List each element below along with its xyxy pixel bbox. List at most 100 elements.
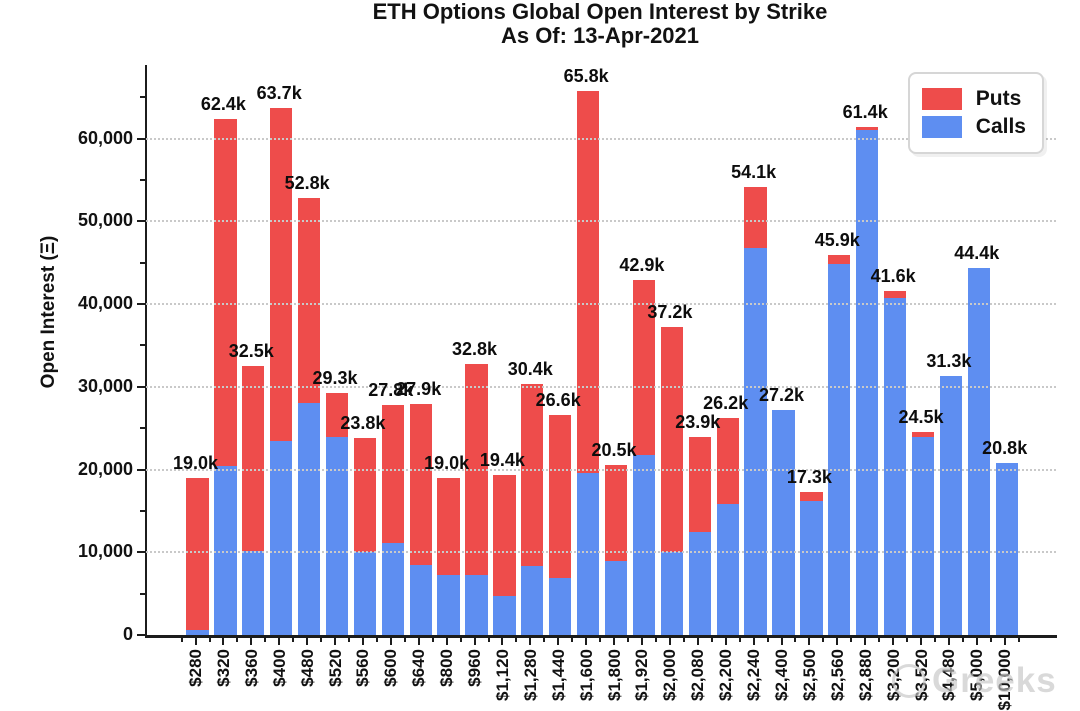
bar-puts-segment — [856, 127, 879, 131]
y-tick — [137, 385, 145, 388]
x-tick-label: $2,200 — [716, 649, 736, 701]
y-tick — [137, 303, 145, 306]
bar-puts-segment — [353, 438, 377, 553]
x-tick — [808, 638, 811, 645]
x-tick-minor — [1017, 638, 1020, 642]
x-tick — [668, 638, 671, 645]
x-tick — [975, 638, 978, 645]
y-tick — [137, 634, 145, 636]
gridline — [146, 220, 1056, 223]
bar-calls-segment — [688, 531, 711, 635]
bar-total-label: 32.5k — [228, 341, 274, 362]
bar-total-label: 19.4k — [479, 449, 525, 470]
x-tick-label: $2,080 — [688, 649, 708, 701]
bar-puts-segment — [660, 327, 684, 553]
x-tick-minor — [459, 638, 462, 642]
chart-subtitle: As Of: 13-Apr-2021 — [500, 23, 700, 48]
x-tick — [222, 638, 225, 645]
bar-calls-segment — [214, 466, 237, 635]
y-tick — [137, 468, 145, 471]
x-tick — [501, 638, 504, 645]
x-tick-minor — [627, 638, 629, 642]
bar-calls-segment — [604, 561, 628, 635]
bar-total-label: 24.5k — [898, 407, 944, 428]
bar-total-label: 26.2k — [703, 393, 749, 414]
x-tick-label: $2,240 — [744, 649, 764, 701]
greeks-watermark: Greeks — [892, 663, 1057, 698]
bar-total-label: 26.6k — [535, 389, 581, 410]
x-tick — [613, 638, 615, 645]
watermark-logo-icon — [892, 663, 926, 698]
x-tick-minor — [738, 638, 741, 642]
bar-total-label: 27.9k — [396, 379, 442, 400]
legend: Puts Calls — [907, 72, 1044, 154]
gridline — [146, 137, 1056, 140]
x-tick-minor — [236, 638, 239, 642]
bar-total-label: 37.2k — [647, 302, 693, 323]
x-tick-label: $1,600 — [576, 649, 596, 701]
x-tick-minor — [571, 638, 574, 642]
x-tick — [724, 638, 727, 645]
bar-total-label: 41.6k — [870, 265, 916, 286]
x-tick — [389, 638, 392, 645]
x-tick — [836, 638, 839, 645]
x-tick — [278, 638, 281, 645]
bar-puts-segment — [716, 418, 739, 504]
y-tick-minor — [140, 344, 145, 347]
bar-puts-segment — [828, 255, 851, 264]
plot-area — [145, 65, 1057, 638]
x-tick-minor — [933, 638, 936, 642]
y-tick-label: 10,000 — [77, 541, 133, 562]
bar-puts-segment — [576, 90, 600, 473]
x-tick-label: $280 — [186, 649, 205, 687]
bar-calls-segment — [437, 574, 460, 635]
x-tick — [640, 638, 643, 645]
x-tick-minor — [710, 638, 713, 642]
gridline — [146, 468, 1056, 471]
x-tick-minor — [766, 638, 769, 642]
x-tick — [585, 638, 588, 645]
x-tick-minor — [375, 638, 378, 642]
x-tick-minor — [431, 638, 434, 642]
x-tick-minor — [682, 638, 685, 642]
x-tick-label: $360 — [241, 649, 261, 687]
x-tick-minor — [515, 638, 518, 642]
x-tick-minor — [180, 638, 183, 642]
x-tick — [892, 638, 895, 645]
x-tick — [696, 638, 699, 645]
x-tick-label: $1,800 — [604, 649, 624, 701]
bar-total-label: 42.9k — [619, 255, 665, 276]
bar-calls-segment — [521, 566, 544, 635]
bar-calls-segment — [828, 263, 851, 635]
y-tick-label: 0 — [122, 624, 133, 644]
x-tick-minor — [292, 638, 295, 642]
x-tick-label: $1,280 — [520, 649, 540, 701]
bar-calls-segment — [632, 454, 656, 635]
legend-row-puts: Puts — [921, 87, 1026, 111]
x-tick-minor — [822, 638, 825, 642]
gridline — [146, 551, 1056, 554]
bar-calls-segment — [549, 577, 572, 635]
bar-total-label: 27.8k — [368, 380, 414, 400]
bar-puts-segment — [270, 108, 293, 442]
x-tick-minor — [850, 638, 853, 642]
bar-calls-segment — [939, 376, 963, 635]
x-tick — [920, 638, 922, 645]
bar-puts-segment — [688, 437, 711, 532]
x-tick — [1003, 638, 1006, 645]
x-tick-label: $1,120 — [492, 649, 512, 701]
bar-calls-segment — [883, 298, 907, 635]
x-tick-label: $400 — [269, 649, 289, 687]
x-tick — [557, 638, 560, 645]
x-tick-label: $2,000 — [660, 649, 680, 701]
bar-puts-segment — [632, 280, 656, 455]
bar-puts-segment — [549, 414, 572, 578]
x-tick-label: $560 — [353, 649, 373, 687]
bar-calls-segment — [381, 543, 404, 635]
x-tick-minor — [403, 638, 406, 642]
bar-calls-segment — [800, 501, 823, 635]
bar-calls-segment — [270, 441, 293, 635]
bar-calls-segment — [772, 410, 795, 635]
y-tick — [137, 137, 145, 140]
bar-total-label: 17.3k — [786, 466, 832, 487]
